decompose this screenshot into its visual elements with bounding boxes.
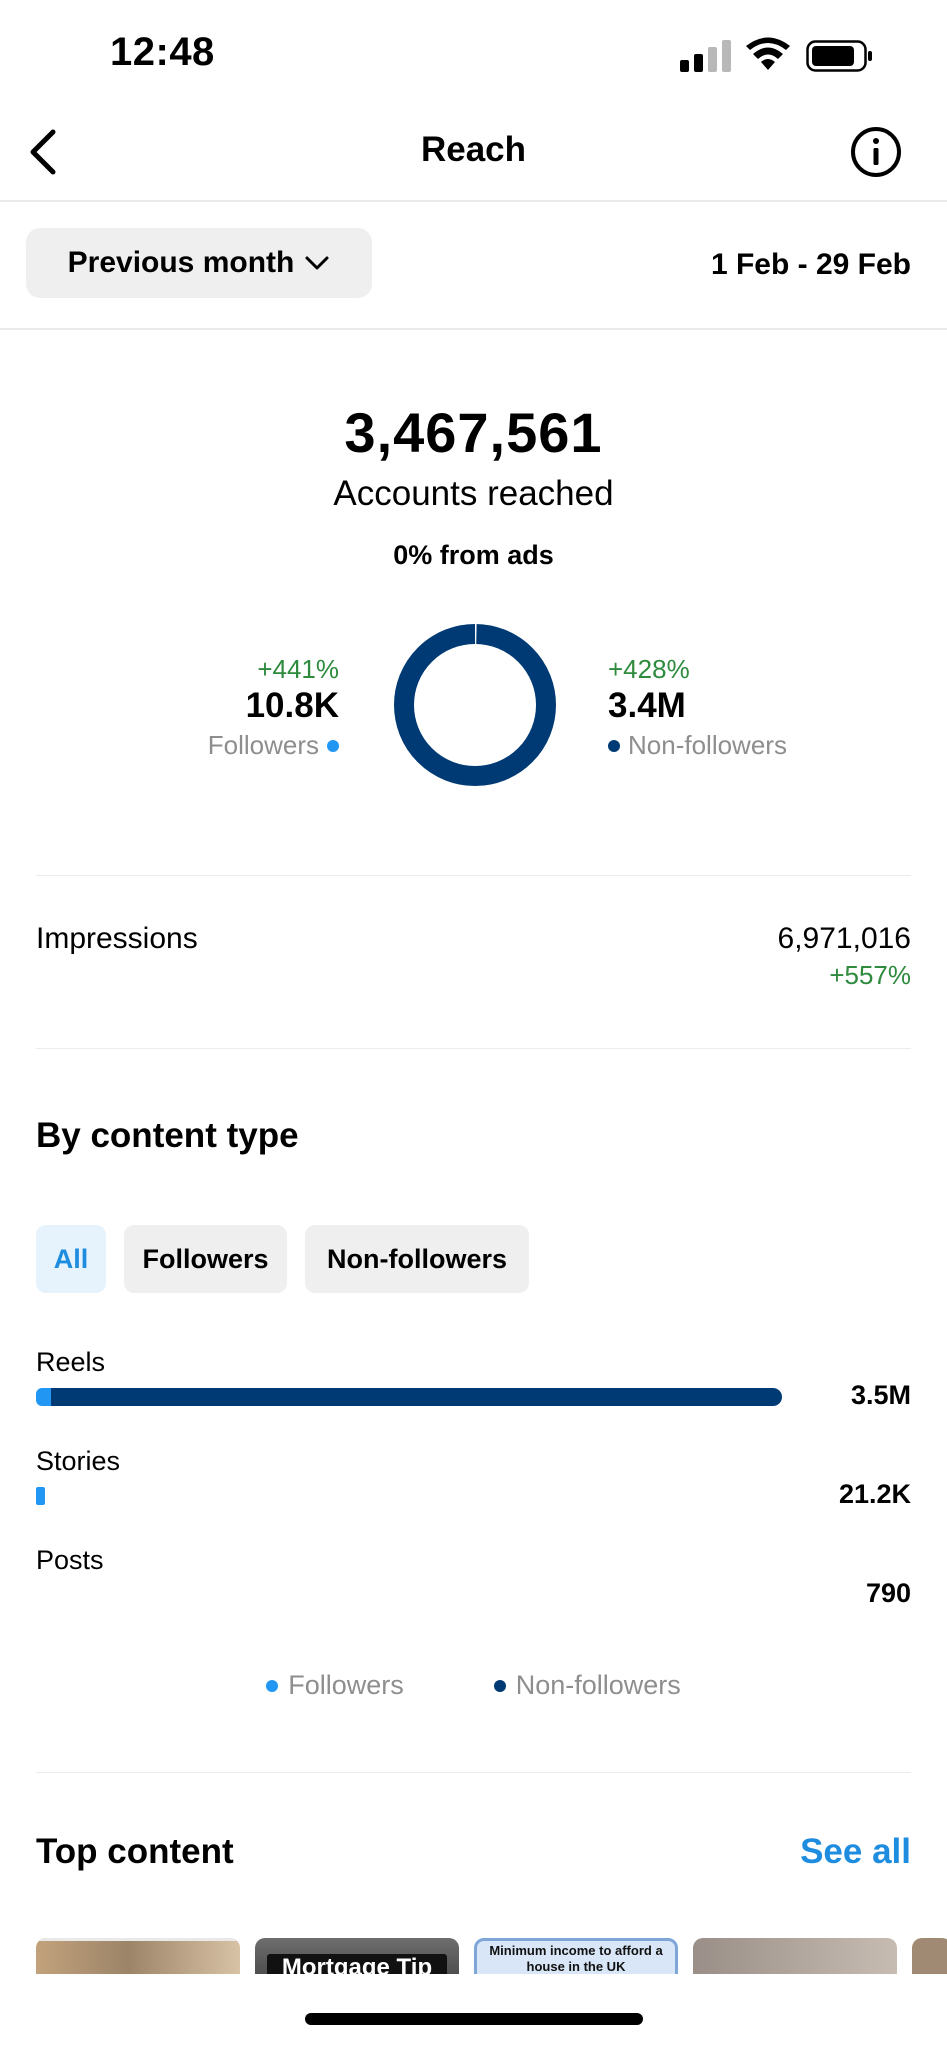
content-type-value-reels: 3.5M [850,1380,911,1410]
non-followers-change: +428% [608,654,690,684]
impressions-change: +557% [829,960,911,990]
info-icon[interactable] [850,126,902,178]
section-divider [36,1772,911,1773]
top-content-thumbnail[interactable]: Minimum income to afford a house in the … [474,1938,678,1974]
home-indicator [305,2013,643,2025]
content-type-label-reels: Reels [36,1347,106,1377]
content-type-label-stories: Stories [36,1446,121,1476]
non-followers-value: 3.4M [608,686,686,725]
content-type-bar-reels [36,1388,782,1406]
followers-label: Followers [207,730,319,760]
legend-non-followers-dot [493,1679,506,1692]
accounts-reached-total: 3,467,561 [344,401,603,464]
section-divider [36,1048,911,1049]
header-divider [0,200,947,202]
legend-non-followers: Non-followers [493,1670,681,1701]
thumbnail-caption: Minimum income to afford a house in the … [489,1943,663,1974]
non-followers-label: Non-followers [628,730,787,760]
content-type-label-posts: Posts [36,1545,104,1575]
content-type-legend: Followers Non-followers [0,1670,947,1701]
cellular-signal-icon [680,38,731,72]
see-all-link[interactable]: See all [800,1832,911,1871]
content-type-bar-stories [36,1487,45,1505]
impressions-label: Impressions [36,922,198,955]
top-content-thumbnail[interactable]: Mortgage Tip [255,1938,459,1974]
followers-value: 10.8K [245,686,339,725]
section-divider [36,875,911,876]
donut-non-followers-arc [394,624,556,786]
status-time: 12:48 [110,30,215,74]
top-content-thumbnail[interactable] [693,1938,897,1974]
reach-donut-chart [394,622,556,786]
bar-followers-segment [36,1487,45,1505]
legend-followers-label: Followers [288,1670,404,1700]
top-content-carousel[interactable]: Mortgage Tip Minimum income to afford a … [36,1938,947,1974]
followers-legend: Followers [208,730,339,761]
filter-divider [0,328,947,330]
top-content-title: Top content [36,1832,234,1871]
content-type-value-stories: 21.2K [838,1479,911,1509]
period-label: Previous month [67,246,295,279]
impressions-value: 6,971,016 [777,922,911,955]
battery-icon [806,40,872,72]
period-dropdown[interactable]: Previous month [26,228,372,298]
chip-followers[interactable]: Followers [124,1225,287,1293]
followers-change: +441% [257,654,339,684]
bar-followers-segment [36,1388,51,1406]
date-range: 1 Feb - 29 Feb [710,248,911,281]
chip-non-followers[interactable]: Non-followers [305,1225,529,1293]
bar-non-followers-segment [51,1388,782,1406]
legend-non-followers-label: Non-followers [515,1670,681,1700]
non-followers-legend: Non-followers [608,730,787,761]
content-type-value-posts: 790 [865,1578,911,1608]
non-followers-dot [608,739,620,752]
content-type-title: By content type [36,1116,299,1155]
top-content-thumbnail[interactable] [36,1938,240,1974]
followers-dot [327,739,339,752]
legend-followers: Followers [266,1670,404,1701]
accounts-reached-label: Accounts reached [333,474,614,513]
thumbnail-caption: Mortgage Tip [267,1954,447,1974]
ads-percentage: 0% from ads [393,540,554,570]
chip-all[interactable]: All [36,1225,106,1293]
wifi-icon [746,37,790,70]
legend-followers-dot [266,1679,279,1692]
page-title: Reach [420,130,527,169]
chevron-down-icon [305,256,329,270]
top-content-thumbnail[interactable] [912,1938,947,1974]
back-chevron-icon[interactable] [26,128,60,176]
